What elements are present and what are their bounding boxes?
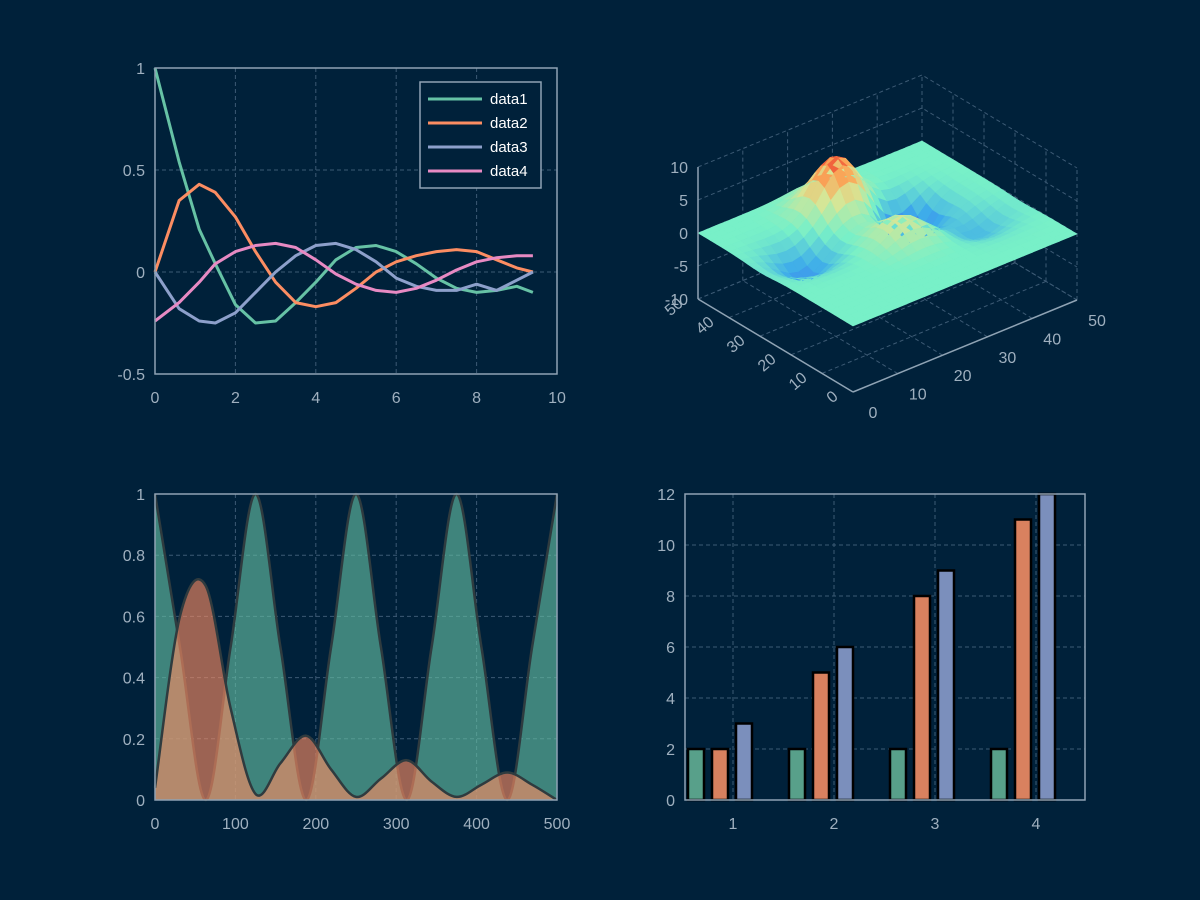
x-tick-label: 300 [383, 816, 410, 833]
bar-s3-c2 [835, 645, 855, 802]
x-tick-label: 10 [909, 387, 927, 404]
bar-s1-c3 [888, 747, 908, 802]
y-tick-label: 0 [136, 265, 145, 282]
y-tick-label: 12 [657, 487, 675, 504]
area-plot: 0 100 200 300 400 500 0 0.2 0.4 0.6 0.8 1 [123, 487, 571, 833]
x-tick-label: 20 [954, 368, 972, 385]
y-tick-label: 0.6 [123, 609, 145, 626]
y-tick-label: 0.4 [123, 671, 145, 688]
series-line-data4 [154, 241, 533, 323]
area-fill-2 [155, 579, 557, 800]
x-tick-label: 6 [392, 390, 401, 407]
legend-label: data4 [490, 163, 528, 180]
x-tick-label: 3 [931, 816, 940, 833]
bar-s1-c1 [686, 747, 706, 802]
y-tick-label: 6 [666, 640, 675, 657]
floor-y-gridline [821, 280, 1047, 374]
bar-s2-c4 [1013, 518, 1033, 802]
series-line-data2 [153, 182, 534, 309]
x-tick-label: 10 [548, 390, 566, 407]
bar-s2-c2 [811, 671, 831, 802]
z-tick-label: 0 [679, 226, 688, 243]
area-plot-ticks: 0 100 200 300 400 500 0 0.2 0.4 0.6 0.8 1 [123, 487, 571, 833]
legend-label: data1 [490, 91, 528, 108]
area-outline-2 [153, 578, 558, 802]
line-plot-ticks: 0 2 4 6 8 10 -0.5 0 0.5 1 [117, 61, 566, 407]
surface-patch [1061, 229, 1078, 239]
bar-s1-c2 [787, 747, 807, 802]
x-tick-label: 500 [544, 816, 571, 833]
line-plot-series-group [153, 67, 534, 325]
legend: data1 data2 data3 data4 [419, 81, 542, 189]
area-plot-axes-box [154, 493, 558, 801]
legend-label: data2 [490, 115, 528, 132]
series-line-data1 [153, 67, 534, 325]
z-tick-label: -10 [665, 292, 688, 309]
legend-label: data3 [490, 139, 528, 156]
x-tick-label: 4 [311, 390, 320, 407]
floor-y-gridline [790, 262, 1016, 356]
bar-s3-c4 [1037, 492, 1057, 802]
y-tick-label: 4 [666, 691, 675, 708]
x-tick-label: 40 [1043, 331, 1061, 348]
surface-mesh [697, 140, 1078, 327]
series-line-data3 [153, 241, 534, 325]
area-fill-1 [155, 494, 557, 800]
y-tick-label: 10 [657, 538, 675, 555]
bar-plot-axes-box [684, 493, 1086, 801]
surface-axis-edge [697, 298, 854, 393]
bar-s3-c1 [734, 722, 754, 802]
wall-z-gridline [697, 74, 1078, 169]
y-tick-label: 0.5 [123, 163, 145, 180]
y-tick-label: -0.5 [117, 367, 145, 384]
x-tick-label: 50 [1088, 313, 1106, 330]
x-tick-label: 2 [231, 390, 240, 407]
x-tick-label: 0 [869, 405, 878, 422]
x-tick-label: 30 [999, 350, 1017, 367]
y-tick-label: 1 [136, 487, 145, 504]
surface-axis-edge [852, 299, 1078, 393]
x-tick-label: 200 [302, 816, 329, 833]
x-tick-label: 8 [472, 390, 481, 407]
x-tick-label: 0 [151, 816, 160, 833]
floor-x-gridline [742, 280, 899, 375]
x-tick-label: 4 [1032, 816, 1041, 833]
y-tick-label: 8 [666, 589, 675, 606]
z-tick-label: -5 [674, 259, 688, 276]
x-tick-label: 400 [463, 816, 490, 833]
z-tick-label: 5 [679, 193, 688, 210]
y-tick-label: 1 [136, 61, 145, 78]
wall-z-gridline [697, 107, 1078, 202]
x-tick-label: 1 [729, 816, 738, 833]
bar-s2-c1 [710, 747, 730, 802]
bar-s2-c3 [912, 594, 932, 802]
bar-s1-c4 [989, 747, 1009, 802]
x-tick-label: 2 [830, 816, 839, 833]
x-tick-label: 100 [222, 816, 249, 833]
y-tick-label: 0.2 [123, 732, 145, 749]
line-plot-axes-box [154, 67, 558, 375]
z-tick-label: 10 [670, 160, 688, 177]
line-plot: 0 2 4 6 8 10 -0.5 0 0.5 1 data1 data2 data3 data4 [117, 61, 566, 407]
y-tick-label: 0 [136, 793, 145, 810]
bar-s3-c3 [936, 569, 956, 802]
x-tick-label: 0 [151, 390, 160, 407]
y-tick-label: 0.8 [123, 548, 145, 565]
y-tick-label: 0 [666, 793, 675, 810]
y-tick-label: 2 [666, 742, 675, 759]
